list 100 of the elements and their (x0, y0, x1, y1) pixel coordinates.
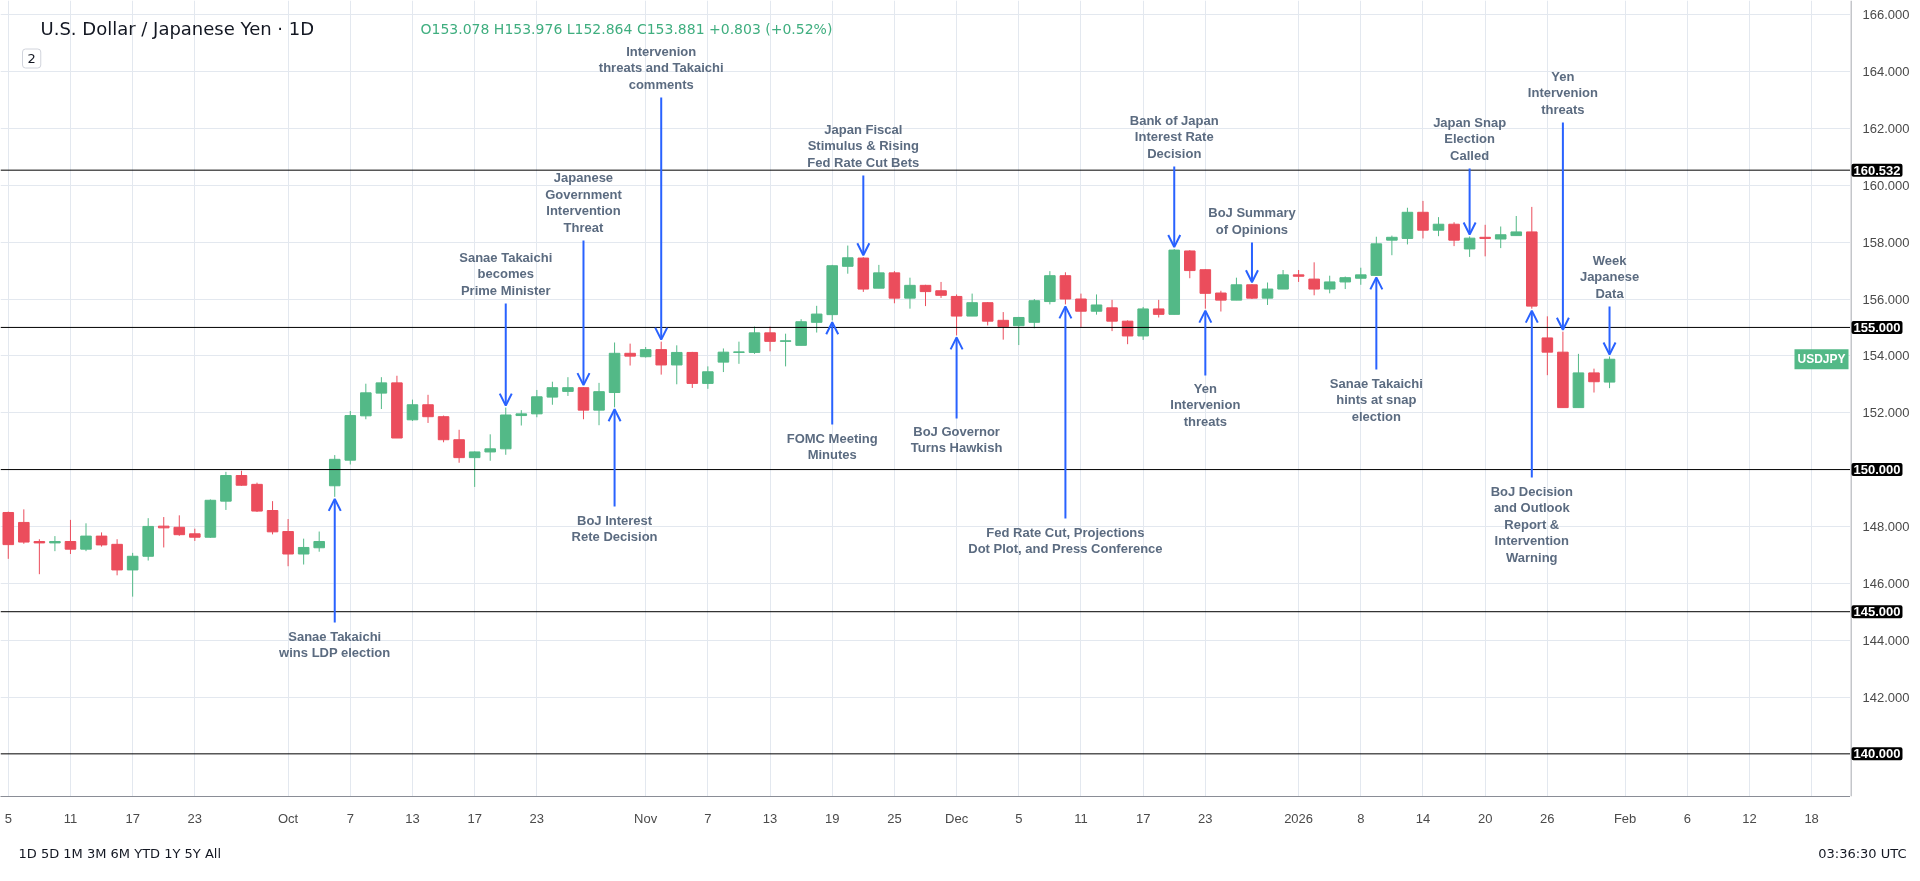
annotation: USDJPY (1797, 352, 1846, 367)
candlestick (997, 311, 1010, 341)
candlestick (1417, 200, 1429, 239)
candlestick (1541, 315, 1554, 376)
candlestick (453, 429, 465, 464)
candlestick (1494, 226, 1507, 249)
x-tick-label: 11 (1074, 810, 1088, 826)
candlestick (841, 245, 854, 275)
candlestick (484, 433, 496, 462)
annotation: Japan Fiscal Stimulus & Rising Fed Rate Cut Bets (807, 121, 920, 170)
x-tick-label: 6 (1683, 810, 1691, 826)
annotation: BoJ Interest Rete Decision (571, 512, 658, 544)
candlestick (764, 326, 776, 352)
candlestick (1479, 224, 1491, 257)
annotation: Japan Snap Election Called (1433, 114, 1507, 163)
annotation: Yen Intervenion threats (1527, 68, 1598, 117)
candlestick (1090, 293, 1103, 316)
candlestick (297, 538, 310, 566)
candlestick (157, 516, 170, 548)
candlestick (64, 519, 77, 555)
ref-line-label: 145.000 (1853, 604, 1901, 620)
x-tick-label: 8 (1357, 810, 1365, 826)
candlestick (935, 281, 947, 299)
candlestick (437, 415, 450, 443)
candlestick (655, 341, 667, 376)
y-tick-label: 148.000 (1862, 518, 1910, 534)
candlestick (873, 264, 885, 289)
x-tick-label: 23 (1198, 810, 1213, 826)
candlestick (1028, 298, 1041, 329)
candlestick (1308, 261, 1320, 296)
candlestick (360, 383, 372, 420)
candlestick (1448, 221, 1460, 247)
annotation: Intervenion threats and Takaichi comments (598, 43, 724, 92)
annotation: Fed Rate Cut, Projections Dot Plot, and Press Conference (968, 524, 1163, 556)
ref-line-label: 140.000 (1853, 746, 1901, 762)
y-tick-label: 154.000 (1862, 348, 1910, 364)
x-tick-label: 18 (1804, 810, 1819, 826)
y-tick-label: 156.000 (1862, 291, 1910, 307)
candlestick (1199, 268, 1212, 310)
x-tick-label: 17 (467, 810, 482, 826)
candlestick (1432, 216, 1445, 237)
annotation: BoJ Summary of Opinions (1208, 205, 1297, 237)
x-tick-label: Dec (945, 810, 969, 826)
x-tick-label: Feb (1613, 810, 1637, 826)
y-tick-label: 142.000 (1862, 689, 1910, 705)
y-tick-label: 166.000 (1862, 7, 1910, 23)
annotation: Sanae Takaichi hints at snap election (1329, 375, 1423, 424)
annotation: Yen Intervenion threats (1170, 380, 1241, 429)
text: U.S. Dollar / Japanese Yen · 1D (40, 18, 315, 39)
x-tick-label: 2026 (1284, 810, 1314, 826)
candlestick (406, 399, 419, 422)
x-tick-label: 5 (1015, 810, 1023, 826)
x-tick-label: Nov (634, 810, 658, 826)
candlestick (80, 522, 92, 552)
candlestick (1277, 269, 1289, 290)
candlestick (546, 381, 559, 406)
x-tick-label: 25 (887, 810, 902, 826)
ref-line-label: 150.000 (1853, 462, 1901, 478)
annotation: BoJ Governor Turns Hawkish (910, 423, 1003, 455)
y-tick-label: 160.000 (1862, 177, 1910, 193)
x-tick-label: 13 (405, 810, 420, 826)
x-tick-label: 23 (529, 810, 545, 826)
x-tick-label: 14 (1415, 810, 1431, 826)
candlestick (173, 514, 186, 537)
candlestick (577, 386, 590, 420)
candlestick (1603, 356, 1616, 389)
x-tick-label: Oct (277, 810, 299, 826)
annotation: Week Japanese Data (1579, 252, 1640, 301)
candlestick (531, 389, 543, 418)
candlestick (1230, 277, 1243, 301)
candlestick (1386, 235, 1398, 256)
candlestick (593, 382, 605, 426)
candlestick (375, 376, 388, 410)
candlestick (702, 365, 714, 390)
candlestick (468, 450, 481, 488)
candlestick (779, 333, 792, 367)
candlestick (49, 535, 61, 552)
candlestick (1261, 282, 1274, 306)
candlestick (18, 508, 30, 545)
candlestick (981, 301, 994, 326)
annotation: 2 (27, 51, 36, 66)
x-tick-label: 26 (1540, 810, 1555, 826)
y-tick-label: 146.000 (1862, 575, 1910, 591)
candlestick (795, 318, 807, 346)
candlestick (717, 347, 730, 373)
candlestick (1106, 299, 1118, 332)
candlestick (1059, 271, 1072, 305)
x-tick-label: 5 (4, 810, 12, 826)
x-tick-label: 11 (63, 810, 78, 826)
x-tick-label: 13 (762, 810, 778, 826)
ref-line-label: 160.532 (1853, 162, 1901, 178)
ref-line-label: 155.000 (1853, 319, 1901, 335)
x-tick-label: 17 (1135, 810, 1151, 826)
y-tick-label: 164.000 (1862, 64, 1910, 80)
candlestick (966, 293, 978, 317)
candlestick (748, 326, 761, 355)
candlestick (1588, 368, 1600, 394)
annotation: Bank of Japan Interest Rate Decision (1129, 112, 1219, 161)
candlestick (1121, 319, 1134, 345)
y-tick-label: 162.000 (1862, 120, 1910, 136)
